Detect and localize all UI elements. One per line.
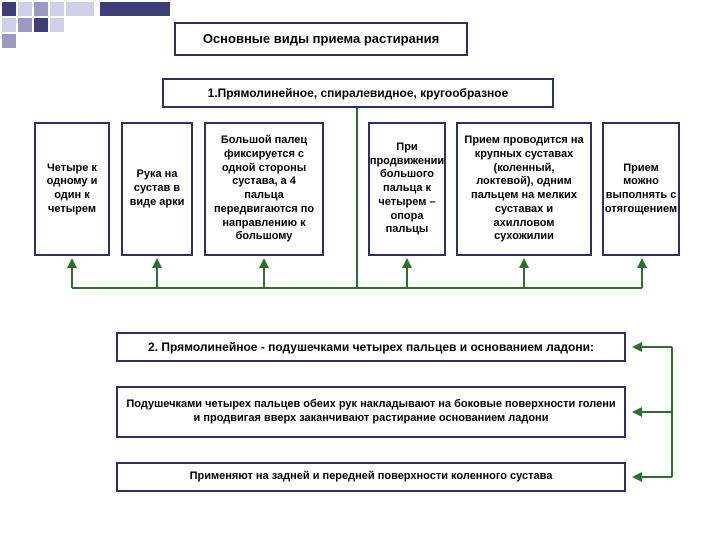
row1-box: Большой палец фиксируется с одной сторон…	[204, 122, 324, 256]
decor-square	[2, 2, 16, 16]
row2-box2: Применяют на задней и передней поверхнос…	[116, 462, 626, 492]
title-box: Основные виды приема растирания	[174, 22, 468, 56]
row1-heading-text: 1.Прямолинейное, спиралевидное, кругообр…	[208, 86, 509, 101]
row1-box: Рука на сустав в виде арки	[121, 122, 193, 256]
decor-square	[34, 18, 48, 32]
row1-box-text: Четыре к одному и один к четырем	[42, 162, 102, 217]
row2-heading: 2. Прямолинейное - подушечками четырех п…	[116, 332, 626, 362]
row1-box-text: Большой палец фиксируется с одной сторон…	[212, 134, 316, 244]
decor-square	[2, 18, 16, 32]
row1-box-text: Прием можно выполнять с отягощением	[605, 162, 677, 217]
decor-square	[18, 2, 32, 16]
row1-box-text: Прием проводится на крупных суставах (ко…	[464, 134, 584, 244]
decor-square	[50, 18, 64, 32]
decor-square	[100, 2, 170, 16]
decor-square	[50, 2, 64, 16]
title-text: Основные виды приема растирания	[203, 31, 439, 47]
row2-heading-text: 2. Прямолинейное - подушечками четырех п…	[148, 340, 594, 355]
row1-box: Четыре к одному и один к четырем	[34, 122, 110, 256]
row1-heading: 1.Прямолинейное, спиралевидное, кругообр…	[162, 78, 554, 108]
decor-square	[2, 34, 16, 48]
row1-box: Прием проводится на крупных суставах (ко…	[456, 122, 592, 256]
decor-square	[34, 2, 48, 16]
row1-box: Прием можно выполнять с отягощением	[602, 122, 680, 256]
row1-box: При продвижении большого пальца к четыре…	[368, 122, 446, 256]
decor-square	[18, 18, 32, 32]
corner-decoration	[0, 0, 180, 50]
decor-square	[66, 2, 94, 16]
row1-box-text: При продвижении большого пальца к четыре…	[370, 141, 444, 237]
row2-box1-text: Подушечками четырех пальцев обеих рук на…	[124, 398, 618, 426]
row1-box-text: Рука на сустав в виде арки	[129, 168, 185, 209]
row2-box1: Подушечками четырех пальцев обеих рук на…	[116, 386, 626, 438]
row2-box2-text: Применяют на задней и передней поверхнос…	[190, 470, 553, 484]
